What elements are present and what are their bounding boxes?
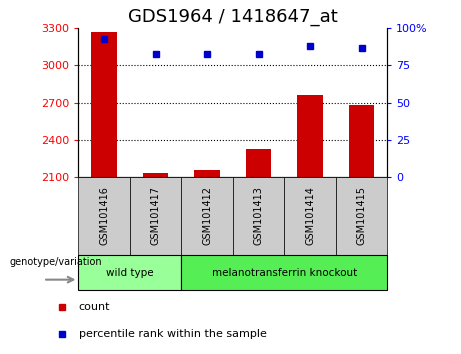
Text: GSM101413: GSM101413 (254, 187, 264, 245)
Bar (78, 177, 130, 255)
Text: genotype/variation: genotype/variation (9, 257, 102, 267)
Text: wild type: wild type (106, 268, 154, 278)
Bar (194, 170, 220, 177)
Bar (349, 105, 374, 177)
Bar (181, 177, 233, 255)
Text: GSM101416: GSM101416 (99, 187, 109, 245)
Bar (130, 177, 181, 255)
Text: GSM101417: GSM101417 (151, 187, 160, 245)
Bar (233, 177, 284, 255)
Bar (246, 149, 272, 177)
Text: GSM101412: GSM101412 (202, 187, 212, 245)
Bar (297, 95, 323, 177)
Text: melanotransferrin knockout: melanotransferrin knockout (212, 268, 357, 278)
Bar (284, 177, 336, 255)
Text: GSM101415: GSM101415 (356, 187, 366, 245)
Text: percentile rank within the sample: percentile rank within the sample (78, 329, 266, 339)
Bar (336, 177, 387, 255)
Bar (78, 255, 181, 290)
Bar (91, 32, 117, 177)
Text: count: count (78, 302, 110, 312)
Bar (181, 255, 387, 290)
Bar (143, 173, 168, 177)
Text: GSM101414: GSM101414 (305, 187, 315, 245)
Title: GDS1964 / 1418647_at: GDS1964 / 1418647_at (128, 8, 337, 25)
